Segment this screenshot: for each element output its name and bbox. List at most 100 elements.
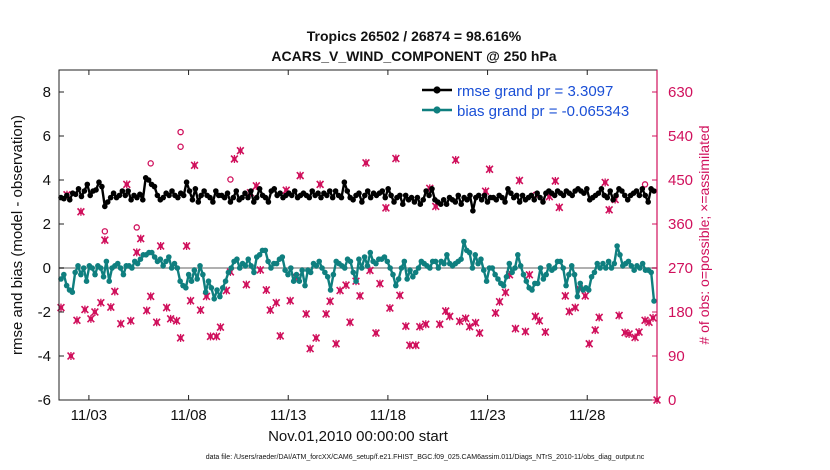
x-tick-label: 11/28: [569, 407, 605, 424]
rmse-point: [484, 199, 491, 205]
rmse-point: [452, 199, 459, 205]
y2-tick-label: 450: [668, 172, 693, 189]
bias-point: [472, 252, 479, 258]
obs-assimilated-marker: [461, 314, 470, 323]
rmse-point: [423, 188, 429, 194]
obs-possible-marker: [177, 128, 184, 136]
obs-dot: [244, 282, 249, 287]
obs-dot: [393, 156, 399, 161]
bias-point: [390, 271, 396, 278]
bias-point: [148, 249, 155, 256]
obs-assimilated-marker: [206, 332, 215, 341]
rmse-point: [379, 188, 386, 194]
rmse-series: [58, 175, 657, 214]
rmse-point: [332, 188, 339, 194]
obs-dot: [268, 307, 273, 313]
obs-assimilated-marker: [515, 176, 524, 185]
obs-dot: [407, 343, 413, 348]
bias-point: [202, 289, 209, 296]
obs-assimilated-marker: [216, 323, 225, 332]
bias-point: [211, 296, 218, 302]
chart-title-line1: Tropics 26502 / 26874 = 98.616%: [307, 28, 522, 44]
obs-dot: [317, 182, 323, 187]
bias-point: [361, 254, 368, 260]
y-tick-label: -2: [38, 304, 51, 321]
obs-dot: [413, 343, 419, 348]
rmse-point: [110, 190, 117, 196]
y2-tick-label: 360: [668, 216, 693, 233]
obs-dot: [543, 329, 548, 335]
plot-area: [59, 70, 657, 400]
rmse-point: [338, 194, 345, 201]
rmse-point: [242, 190, 248, 196]
bias-point: [151, 254, 158, 260]
rmse-point: [481, 192, 488, 199]
obs-assimilated-marker: [302, 309, 311, 318]
rmse-point: [499, 194, 505, 201]
bias-point: [506, 260, 513, 267]
bias-point: [492, 271, 498, 278]
obs-dot: [587, 341, 592, 346]
bias-point: [166, 254, 172, 260]
obs-possible-marker: [101, 228, 109, 235]
obs-assimilated-marker: [555, 203, 564, 212]
obs-dot: [303, 311, 309, 317]
rmse-point: [265, 199, 272, 205]
rmse-point: [391, 199, 397, 205]
x-tick-label: 11/03: [71, 407, 107, 424]
rmse-point: [624, 197, 631, 203]
obs-dot: [138, 236, 143, 241]
bias-point: [412, 269, 419, 276]
rmse-point: [356, 190, 362, 196]
rmse-point: [180, 192, 187, 199]
bias-point: [534, 280, 541, 287]
obs-assimilated-marker: [110, 287, 119, 296]
rmse-point: [464, 197, 470, 203]
rmse-point: [440, 197, 447, 203]
obs-assimilated-marker: [585, 339, 594, 348]
y2-tick-label: 0: [668, 392, 676, 409]
rmse-point: [367, 194, 374, 201]
obs-assimilated-marker: [212, 332, 221, 341]
obs-assimilated-marker: [266, 306, 275, 315]
bias-point: [183, 285, 189, 291]
obs-assimilated-marker: [286, 296, 295, 305]
obs-assimilated-marker: [282, 186, 291, 195]
bias-point: [214, 287, 220, 293]
obs-dot: [337, 288, 343, 293]
bias-point: [248, 263, 254, 269]
bias-point: [410, 274, 416, 280]
bias-point: [515, 252, 521, 258]
bias-point: [469, 265, 476, 271]
x-tick-label: 11/23: [469, 407, 505, 424]
rmse-point: [645, 199, 651, 205]
rmse-point: [458, 201, 465, 207]
bias-point: [500, 282, 507, 289]
obs-dot: [377, 281, 383, 286]
bias-point: [551, 265, 558, 271]
rmse-point: [362, 192, 368, 199]
rmse-point: [551, 192, 558, 199]
y2-tick-label: 630: [668, 84, 693, 101]
bias-point: [571, 271, 578, 278]
bias-point: [324, 274, 331, 280]
y-tick-label: -6: [38, 392, 51, 409]
bias-point: [72, 269, 78, 276]
rmse-point: [315, 190, 321, 196]
y-tick-label: 8: [43, 84, 51, 101]
bias-point: [191, 267, 198, 274]
bias-point: [503, 274, 510, 280]
obs-assimilated-marker: [371, 329, 380, 338]
obs-dot: [447, 314, 452, 319]
y-tick-label: -4: [38, 348, 51, 365]
x-tick-label: 11/18: [370, 407, 406, 424]
obs-assimilated-marker: [76, 207, 85, 216]
obs-assimilated-marker: [385, 304, 394, 313]
obs-dot: [214, 334, 219, 339]
obs-assimilated-marker: [381, 203, 390, 212]
rmse-point: [344, 188, 351, 194]
bias-point: [188, 278, 195, 285]
bias-point: [398, 265, 405, 271]
rmse-point: [93, 187, 99, 193]
obs-assimilated-marker: [495, 297, 504, 306]
